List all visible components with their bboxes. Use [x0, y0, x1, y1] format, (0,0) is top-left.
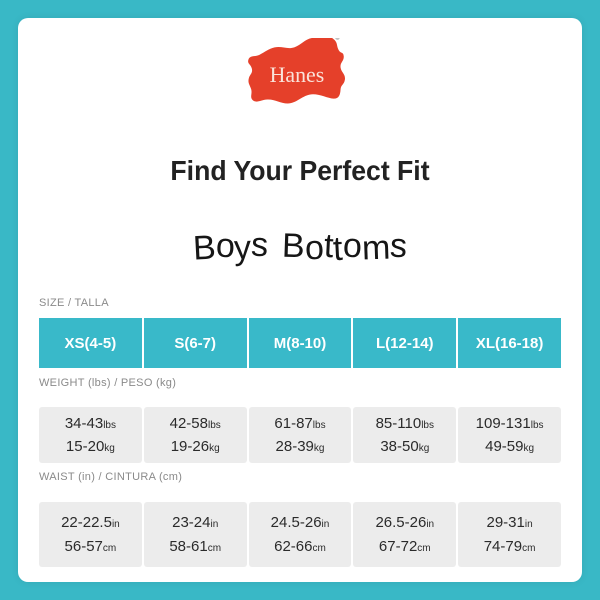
- svg-text:Hanes: Hanes: [270, 63, 325, 87]
